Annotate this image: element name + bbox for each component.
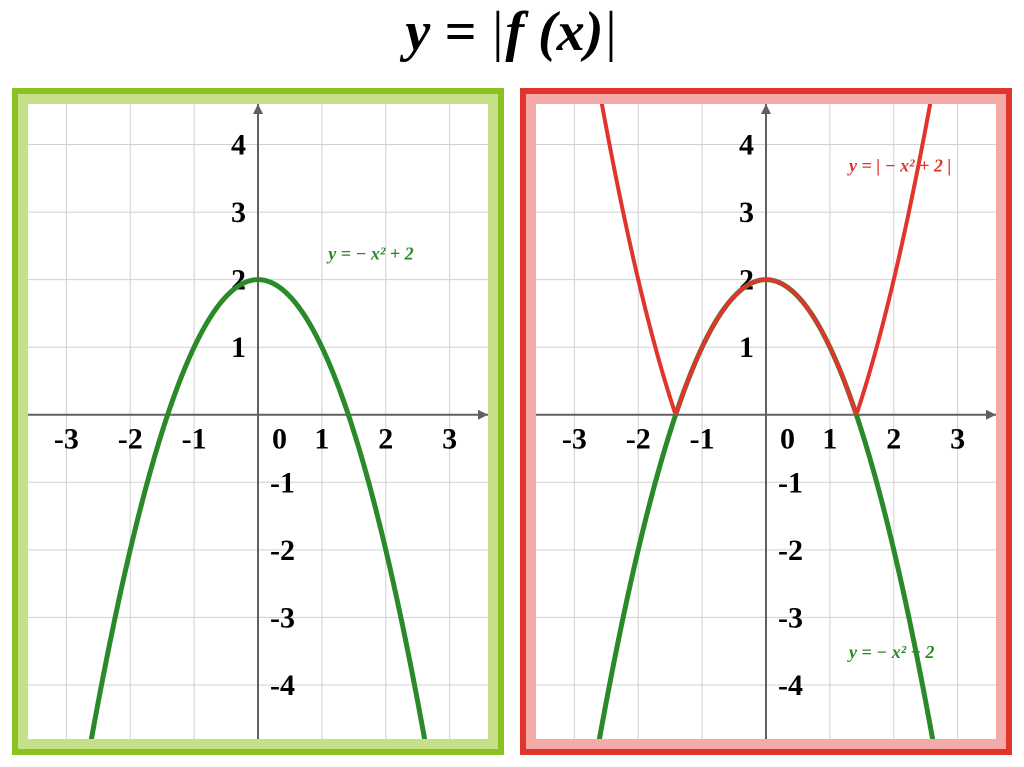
right-chart-svg: -3-2-101231234-1-2-3-4y = | − x² + 2 |y …: [536, 104, 996, 739]
y-tick-label: 4: [739, 129, 754, 162]
y-tick-label: -3: [270, 601, 295, 634]
y-tick-label: -2: [270, 534, 295, 567]
x-tick-label: 1: [822, 423, 837, 456]
y-tick-label: 3: [739, 196, 754, 229]
x-tick-label: -3: [562, 423, 587, 456]
x-tick-label: -1: [690, 423, 715, 456]
y-tick-label: 1: [231, 331, 246, 364]
left-panel: -3-2-101231234-1-2-3-4y = − x² + 2: [12, 88, 504, 755]
abs-bar-left: |: [490, 1, 505, 63]
left-chart-svg: -3-2-101231234-1-2-3-4y = − x² + 2: [28, 104, 488, 739]
x-tick-label: 2: [886, 423, 901, 456]
x-tick-label: -1: [182, 423, 207, 456]
title-prefix: y =: [405, 1, 490, 63]
y-tick-label: -3: [778, 601, 803, 634]
x-tick-label: 3: [442, 423, 457, 456]
x-tick-label: 0: [780, 423, 795, 456]
y-tick-label: -4: [270, 669, 295, 702]
y-tick-label: -2: [778, 534, 803, 567]
x-tick-label: 1: [314, 423, 329, 456]
x-tick-label: -2: [626, 423, 651, 456]
x-tick-label: 3: [950, 423, 965, 456]
y-tick-label: -1: [270, 466, 295, 499]
left-chart: -3-2-101231234-1-2-3-4y = − x² + 2: [28, 104, 488, 739]
abs-bar-right: |: [603, 1, 618, 63]
y-tick-label: 1: [739, 331, 754, 364]
right-chart: -3-2-101231234-1-2-3-4y = | − x² + 2 |y …: [536, 104, 996, 739]
x-tick-label: 2: [378, 423, 393, 456]
title-inner: f (x): [505, 1, 603, 63]
x-tick-label: -3: [54, 423, 79, 456]
equation-label-abs: y = | − x² + 2 |: [847, 156, 951, 176]
y-tick-label: -4: [778, 669, 803, 702]
equation-label: y = − x² + 2: [326, 243, 413, 263]
panels-row: -3-2-101231234-1-2-3-4y = − x² + 2 -3-2-…: [12, 88, 1012, 755]
y-tick-label: 3: [231, 196, 246, 229]
right-panel: -3-2-101231234-1-2-3-4y = | − x² + 2 |y …: [520, 88, 1012, 755]
y-tick-label: -1: [778, 466, 803, 499]
equation-label-base: y = − x² + 2: [847, 642, 934, 662]
x-tick-label: 0: [272, 423, 287, 456]
page-title: y = |f (x)|: [0, 0, 1024, 64]
page: y = |f (x)| -3-2-101231234-1-2-3-4y = − …: [0, 0, 1024, 767]
x-tick-label: -2: [118, 423, 143, 456]
y-tick-label: 4: [231, 129, 246, 162]
